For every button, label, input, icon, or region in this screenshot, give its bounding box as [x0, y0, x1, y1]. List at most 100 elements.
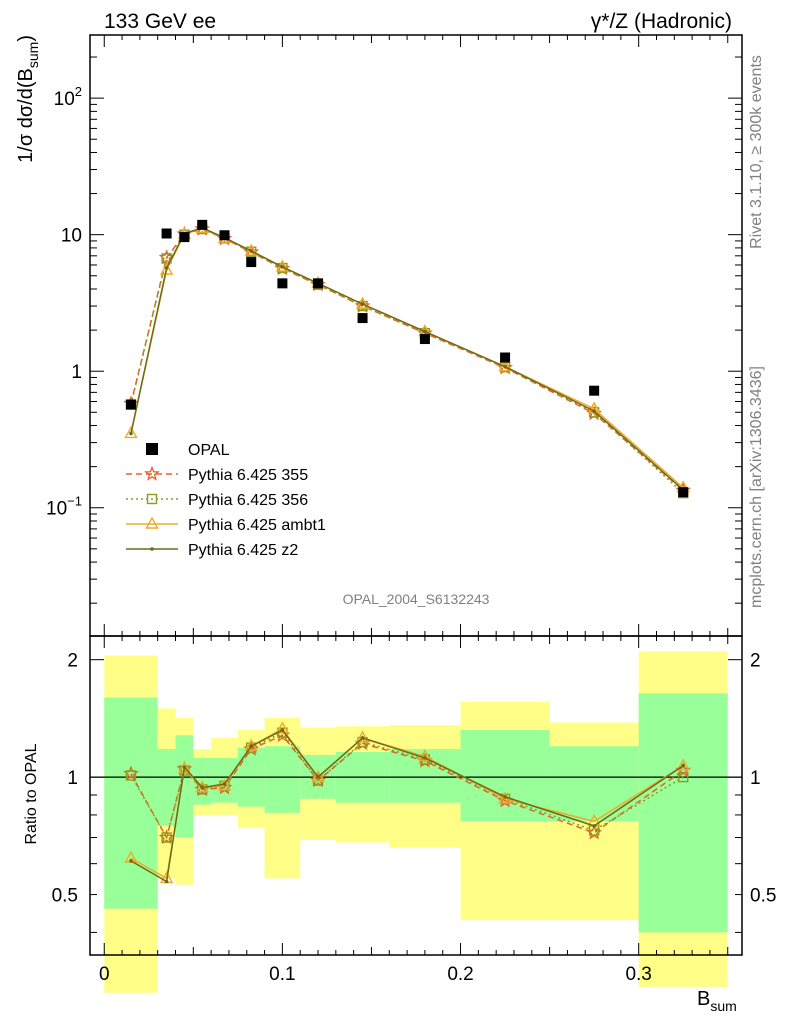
legend-label-opal: OPAL	[188, 442, 230, 459]
main-point-z2	[360, 302, 365, 306]
plot-title-left: 133 GeV ee	[104, 10, 216, 33]
stat-uncertainty-band	[175, 735, 194, 838]
ratio-point-z2	[182, 765, 187, 770]
rivet-label: Rivet 3.1.10, ≥ 300k events	[748, 55, 765, 249]
ratio-point-z2	[222, 782, 227, 786]
opal-point	[313, 278, 324, 289]
main-y-tick-label: 1	[71, 362, 82, 383]
ratio-point-z2	[200, 785, 205, 790]
ratio-point-p356	[678, 771, 689, 783]
ratio-y-axis-label: Ratio to OPAL	[23, 743, 40, 844]
legend-marker-p355	[144, 465, 160, 481]
main-y-axis-label-text: 1/σ dσ/d(B	[15, 68, 37, 163]
ratio-point-z2	[681, 763, 686, 768]
main-y-tick-base: 10	[54, 89, 75, 110]
legend-label-p355: Pythia 6.425 355	[188, 467, 308, 484]
opal-point	[500, 352, 511, 363]
opal-data-points	[125, 219, 689, 498]
stat-uncertainty-band	[549, 746, 639, 822]
ratio-point-z2	[164, 879, 169, 884]
x-tick-label: 0.2	[447, 964, 473, 985]
main-y-tick-exponent: 2	[75, 84, 82, 99]
main-point-ambt1	[159, 262, 174, 275]
stat-uncertainty-band	[638, 693, 728, 933]
x-tick-label: 0.3	[625, 964, 651, 985]
opal-point	[161, 228, 172, 239]
opal-point	[219, 230, 230, 241]
main-point-z2	[503, 364, 507, 369]
axes-frames	[89, 34, 743, 956]
ratio-y-tick-label-right: 2	[750, 651, 761, 672]
ratio-point-z2	[249, 744, 254, 749]
opal-point	[125, 399, 136, 410]
ratio-uncertainty-bands	[90, 651, 742, 993]
main-point-z2	[249, 249, 254, 253]
ratio-point-z2	[316, 775, 320, 779]
main-point-ambt1	[124, 426, 138, 439]
opal-point	[197, 219, 208, 230]
main-point-z2	[129, 431, 133, 436]
ratio-point-ambt1	[177, 761, 192, 774]
stat-uncertainty-band	[104, 697, 158, 909]
ratio-series-group	[123, 721, 692, 884]
analysis-watermark: OPAL_2004_S6132243	[343, 591, 490, 607]
main-y-axis-label: 1/σ dσ/d(Bsum)	[15, 35, 41, 163]
main-point-z2	[280, 265, 285, 269]
ratio-point-ambt1	[418, 748, 432, 762]
ratio-point-z2	[503, 795, 507, 799]
opal-point	[678, 487, 689, 498]
ratio-plot-frame	[89, 635, 743, 956]
main-y-tick-label: 102	[54, 84, 82, 110]
main-y-axis-label-close: )	[15, 35, 37, 42]
legend-label-z2: Pythia 6.425 z2	[188, 542, 298, 559]
legend-marker-p356	[146, 493, 158, 505]
plot-title-right: γ*/Z (Hadronic)	[591, 10, 732, 33]
opal-point	[179, 232, 190, 243]
x-tick-label: 0	[99, 964, 110, 985]
opal-point	[357, 313, 368, 324]
legend: OPAL Pythia 6.425 355 Pythia 6.425 356 Pyth…	[126, 442, 326, 559]
opal-point	[589, 385, 600, 396]
opal-point	[277, 278, 288, 289]
main-point-z2	[423, 329, 427, 334]
ratio-point-z2	[280, 728, 285, 732]
main-y-axis-label-sub: sum	[25, 42, 41, 68]
main-y-tick-label: 10	[61, 226, 82, 247]
main-y-tick-label: 10−1	[46, 494, 82, 520]
ratio-point-z2	[360, 736, 365, 740]
ratio-y-tick-label-left: 2	[67, 651, 78, 672]
opal-point	[246, 257, 257, 268]
legend-marker-z2	[150, 547, 154, 551]
ratio-point-p356	[125, 770, 137, 781]
main-point-z2	[164, 266, 169, 270]
opal-point	[419, 334, 430, 345]
stat-uncertainty-band	[264, 746, 301, 813]
main-point-z2	[592, 409, 596, 413]
legend-label-ambt1: Pythia 6.425 ambt1	[188, 517, 326, 534]
ratio-point-z2	[592, 824, 596, 828]
ratio-point-z2	[129, 859, 133, 863]
ratio-y-tick-label-right: 1	[750, 768, 761, 789]
x-axis-label-sub: sum	[710, 998, 736, 1014]
x-tick-label: 0.1	[269, 964, 295, 985]
ratio-point-ambt1	[355, 730, 370, 743]
ratio-point-ambt1	[311, 769, 325, 782]
ratio-point-ambt1	[676, 758, 690, 771]
ratio-y-tick-label-right: 0.5	[750, 886, 776, 907]
x-axis-label: Bsum	[697, 988, 737, 1014]
ratio-point-z2	[423, 756, 427, 760]
ratio-point-ambt1	[275, 721, 290, 734]
legend-label-p356: Pythia 6.425 356	[188, 492, 308, 509]
main-y-tick-base: 10	[46, 499, 67, 520]
legend-opal-marker	[146, 443, 158, 455]
main-y-tick-exponent: −1	[67, 494, 82, 509]
ratio-y-tick-label-left: 0.5	[52, 886, 78, 907]
ratio-point-p356	[161, 832, 172, 843]
main-point-p356	[499, 361, 511, 373]
stat-uncertainty-band	[157, 749, 176, 826]
mcplots-label: mcplots.cern.ch [arXiv:1306.3436]	[748, 366, 765, 608]
x-axis-label-text: B	[697, 988, 710, 1010]
legend-marker-ambt1	[145, 516, 159, 529]
